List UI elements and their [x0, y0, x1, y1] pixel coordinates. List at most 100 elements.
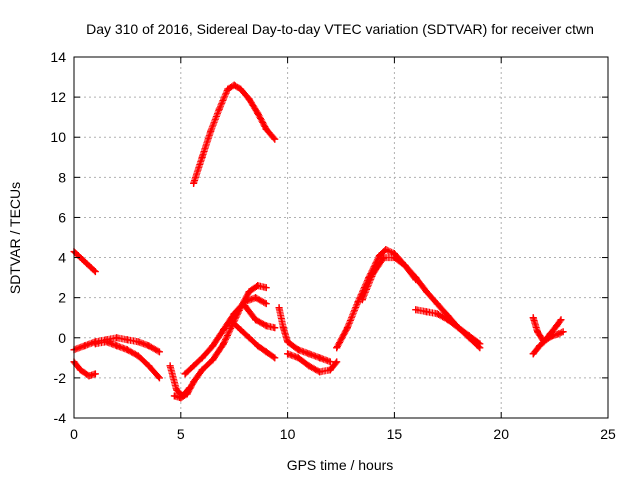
data-point	[230, 310, 238, 318]
data-point	[145, 362, 153, 370]
data-point	[177, 394, 185, 402]
data-point	[190, 179, 198, 187]
data-point	[444, 316, 452, 324]
data-point	[275, 304, 283, 312]
data-point	[181, 370, 189, 378]
data-point	[262, 322, 270, 330]
data-point	[166, 362, 174, 370]
data-point	[433, 300, 441, 308]
data-point	[190, 378, 198, 386]
data-point	[170, 392, 178, 400]
data-point	[91, 268, 99, 276]
data-point	[198, 153, 206, 161]
series-arc-2	[190, 81, 279, 187]
data-point	[279, 324, 287, 332]
data-point	[316, 354, 324, 362]
data-point	[382, 246, 390, 254]
data-point	[284, 338, 292, 346]
data-point	[262, 348, 270, 356]
data-point	[198, 366, 206, 374]
data-point	[305, 362, 313, 370]
series-arc-9	[228, 318, 279, 362]
y-tick-label: 8	[58, 169, 66, 185]
y-tick-label: 10	[50, 129, 66, 145]
data-point	[422, 288, 430, 296]
data-point	[401, 262, 409, 270]
data-point	[529, 314, 537, 322]
data-point	[559, 328, 567, 336]
chart-title: Day 310 of 2016, Sidereal Day-to-day VTE…	[86, 21, 594, 37]
data-point	[433, 310, 441, 318]
data-point	[224, 85, 232, 93]
data-point	[326, 358, 334, 366]
y-tick-label: -2	[54, 370, 67, 386]
data-point	[207, 127, 215, 135]
series-arc-5	[91, 338, 163, 382]
axis-ticks: 0 5 10 15 20 25 -4 -2 0 2 4 6 8 10 12 14	[50, 49, 616, 442]
data-point	[284, 350, 292, 358]
data-point	[209, 342, 217, 350]
data-point	[252, 294, 260, 302]
data-point	[241, 302, 249, 310]
data-point	[245, 334, 253, 342]
y-tick-label: 6	[58, 209, 66, 225]
data-point	[123, 346, 131, 354]
data-point	[454, 324, 462, 332]
data-point	[254, 282, 262, 290]
data-point	[305, 350, 313, 358]
x-tick-label: 15	[387, 426, 403, 442]
data-point	[254, 109, 262, 117]
data-point	[294, 354, 302, 362]
data-point	[155, 374, 163, 382]
data-point	[230, 81, 238, 89]
data-point	[333, 358, 341, 366]
data-point	[198, 354, 206, 362]
data-point	[412, 306, 420, 314]
data-point	[237, 326, 245, 334]
data-point	[548, 332, 556, 340]
y-tick-label: 2	[58, 290, 66, 306]
data-point	[343, 324, 351, 332]
data-point	[87, 264, 95, 272]
series-arc-17	[529, 328, 567, 358]
data-point	[123, 336, 131, 344]
data-point	[173, 386, 181, 394]
data-point	[262, 125, 270, 133]
x-tick-label: 0	[70, 426, 78, 442]
data-point	[262, 284, 270, 292]
data-point	[91, 370, 99, 378]
data-point	[354, 298, 362, 306]
series-arc-10	[241, 302, 279, 332]
x-axis-label: GPS time / hours	[287, 457, 394, 473]
data-point	[262, 300, 270, 308]
y-tick-label: 0	[58, 330, 66, 346]
data-point	[237, 85, 245, 93]
series-arc-11	[275, 304, 334, 366]
data-point	[220, 340, 228, 348]
data-point	[113, 334, 121, 342]
data-point	[271, 324, 279, 332]
data-point	[145, 342, 153, 350]
data-point	[79, 256, 87, 264]
data-point	[102, 338, 110, 346]
data-series	[70, 81, 567, 402]
data-point	[134, 352, 142, 360]
data-point	[209, 356, 217, 364]
data-point	[76, 366, 84, 374]
data-point	[215, 105, 223, 113]
plot-frame	[73, 56, 609, 419]
data-point	[83, 260, 91, 268]
data-point	[553, 322, 561, 330]
x-tick-label: 20	[493, 426, 509, 442]
data-point	[536, 342, 544, 350]
data-point	[529, 350, 537, 358]
data-point	[380, 254, 388, 262]
data-point	[326, 366, 334, 374]
data-point	[271, 354, 279, 362]
data-point	[369, 270, 377, 278]
data-point	[333, 344, 341, 352]
y-tick-label: 4	[58, 250, 66, 266]
data-point	[113, 342, 121, 350]
